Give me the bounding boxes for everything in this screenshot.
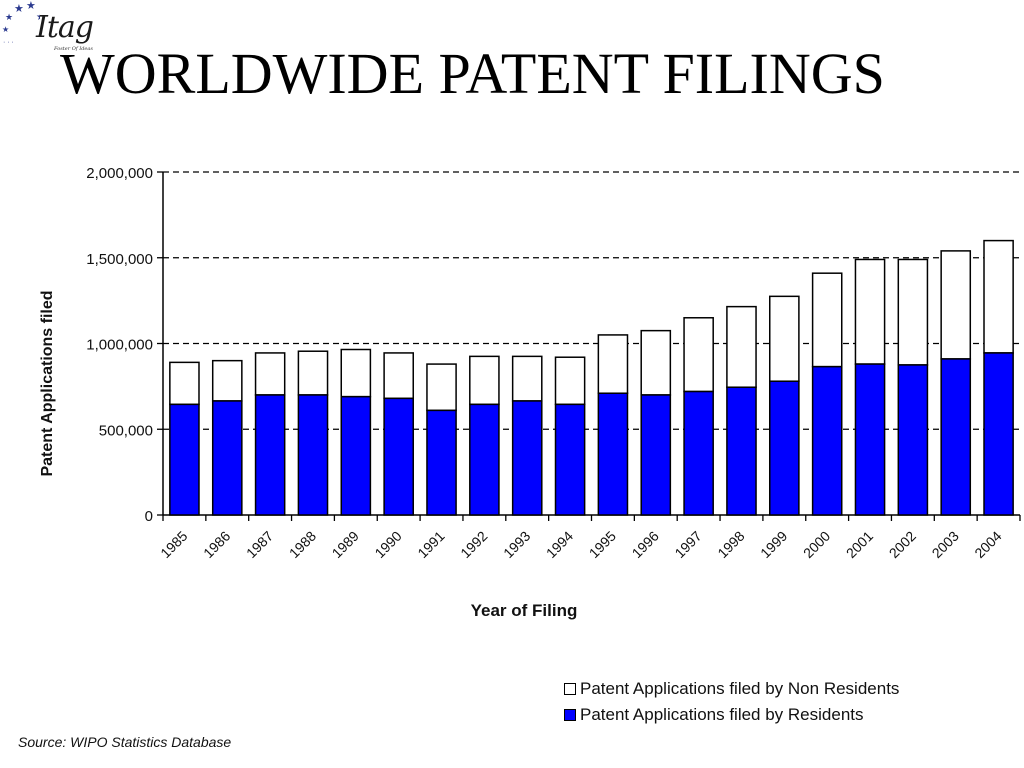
bar-non-residents [683, 317, 714, 393]
y-tick-label: 1,000,000 [86, 337, 153, 354]
logo: ★ ★ ★ ★ ★ · · · Itag Foster Of Ideas [0, 0, 120, 62]
legend-label-non-residents: Patent Applications filed by Non Residen… [580, 679, 900, 698]
svg-text:★: ★ [36, 12, 40, 23]
chart-legend: Patent Applications filed by Non Residen… [564, 676, 899, 728]
bar-residents [340, 395, 372, 516]
bar-non-residents [726, 305, 757, 388]
bar-residents [469, 403, 500, 516]
bar-non-residents [211, 359, 243, 402]
bar-residents [726, 386, 757, 516]
bar-non-residents [469, 355, 500, 406]
svg-text:· · ·: · · · [3, 39, 14, 46]
bar-non-residents [254, 352, 286, 396]
x-tick-label: 2002 [886, 528, 919, 561]
stacked-bar-chart: 0 500,000 1,000,000 1,500,000 2,000,000 1985 1… [39, 165, 1021, 620]
y-tick-label: 500,000 [99, 422, 153, 439]
bar-residents [683, 390, 714, 516]
bar-non-residents [383, 352, 414, 400]
bar-residents [511, 400, 543, 516]
x-tick-label: 2001 [843, 528, 876, 561]
bar-non-residents [340, 348, 372, 398]
source-note: Source: WIPO Statistics Database [18, 734, 232, 750]
bar-residents [940, 358, 972, 516]
svg-text:★: ★ [2, 25, 9, 34]
bar-non-residents [169, 361, 200, 406]
x-tick-label: 1991 [414, 528, 447, 561]
logo-text: Itag [36, 10, 94, 45]
bar-residents [597, 392, 629, 516]
x-tick-label: 1999 [757, 528, 790, 561]
x-tick-label: 1998 [714, 528, 747, 561]
y-axis-title: Patent Applications filed [39, 290, 56, 476]
x-tick-label: 1988 [286, 528, 319, 561]
bar-non-residents [854, 258, 886, 365]
x-tick-label: 1993 [500, 528, 533, 561]
bar-residents [983, 352, 1014, 516]
bar-non-residents [554, 356, 586, 406]
legend-swatch-residents [564, 709, 576, 721]
legend-swatch-non-residents [564, 683, 576, 695]
x-axis-title: Year of Filing [471, 601, 578, 620]
svg-text:★: ★ [14, 3, 24, 15]
bar-non-residents [297, 350, 329, 396]
legend-label-residents: Patent Applications filed by Residents [580, 705, 864, 724]
bar-residents [811, 365, 843, 516]
x-tick-label: 2000 [800, 528, 833, 561]
bar-non-residents [940, 250, 972, 360]
x-tick-label: 1992 [457, 528, 490, 561]
legend-item-residents: Patent Applications filed by Residents [564, 702, 899, 728]
bar-residents [254, 394, 286, 516]
x-tick-label: 1994 [543, 528, 576, 561]
bar-non-residents [811, 272, 843, 368]
svg-text:★: ★ [26, 0, 36, 12]
bar-residents [211, 400, 243, 516]
bar-residents [426, 409, 457, 516]
bar-non-residents [597, 334, 629, 394]
bar-residents [897, 364, 929, 516]
bar-residents [169, 403, 200, 516]
y-tick-label: 0 [145, 508, 153, 525]
bar-residents [640, 394, 672, 516]
bar-residents [769, 380, 800, 516]
bar-non-residents [983, 239, 1014, 354]
bar-residents [854, 363, 886, 516]
page-title: WORLDWIDE PATENT FILINGS [60, 41, 885, 106]
x-tick-label: 2003 [929, 528, 962, 561]
x-tick-label: 1990 [371, 528, 404, 561]
x-tick-label: 1995 [586, 528, 619, 561]
bar-non-residents [511, 355, 543, 402]
y-tick-label: 1,500,000 [86, 251, 153, 268]
bar-non-residents [897, 258, 929, 366]
svg-text:★: ★ [5, 12, 13, 22]
bar-residents [554, 403, 586, 516]
bar-non-residents [426, 363, 457, 412]
x-tick-label: 1989 [329, 528, 362, 561]
y-tick-label: 2,000,000 [86, 165, 153, 182]
x-tick-label: 1996 [629, 528, 662, 561]
bar-non-residents [640, 329, 672, 396]
x-tick-label: 2004 [971, 528, 1004, 561]
x-tick-label: 1986 [200, 528, 233, 561]
x-tick-label: 1987 [243, 528, 276, 561]
legend-item-non-residents: Patent Applications filed by Non Residen… [564, 676, 899, 702]
logo-stars-icon: ★ ★ ★ ★ ★ · · · [2, 0, 40, 46]
bar-residents [383, 397, 414, 516]
bar-non-residents [769, 295, 800, 382]
x-tick-label: 1985 [157, 528, 190, 561]
x-tick-label: 1997 [671, 528, 704, 561]
bar-residents [297, 394, 329, 516]
logo-tagline: Foster Of Ideas [54, 46, 93, 52]
